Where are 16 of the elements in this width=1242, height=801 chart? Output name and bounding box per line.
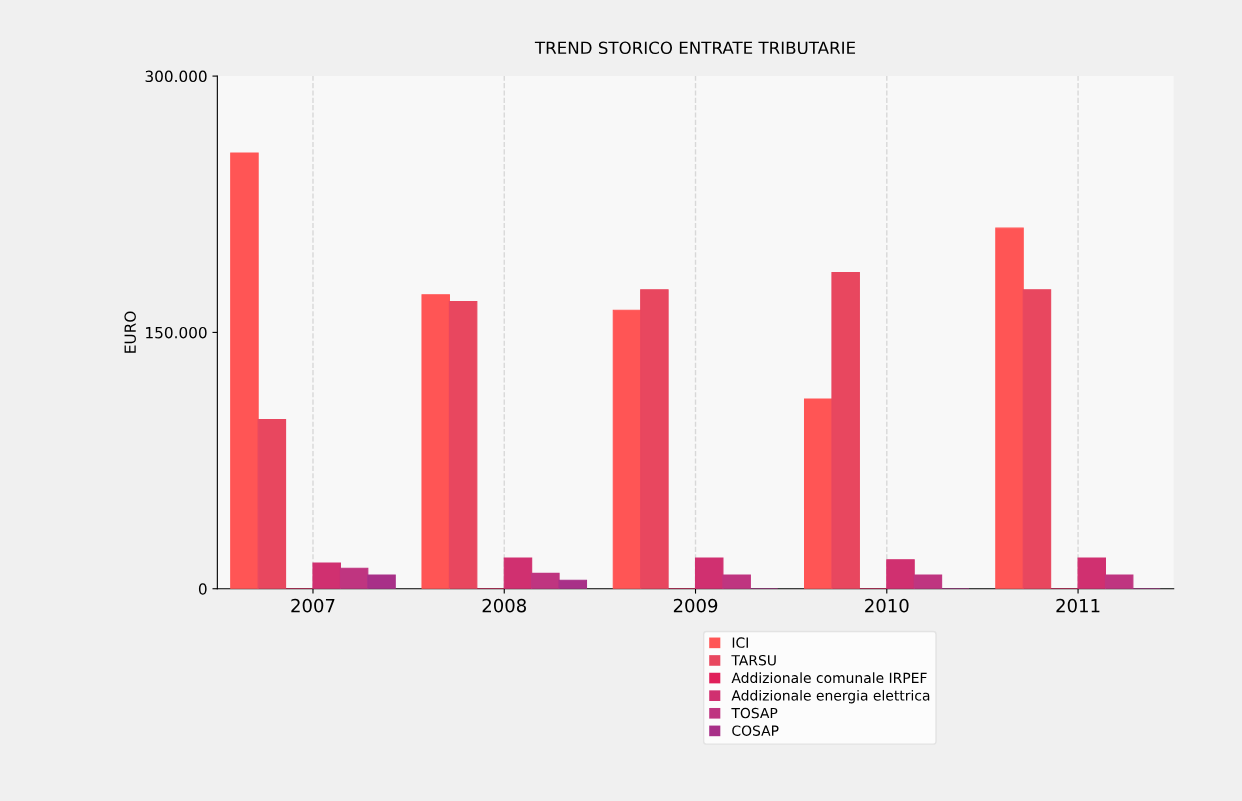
x-tick-label: 2008 — [482, 598, 526, 613]
legend-label: TARSU — [731, 654, 776, 666]
y-tick-label: 150.000 — [146, 326, 207, 339]
chart-title: TREND STORICO ENTRATE TRIBUTARIE — [534, 41, 856, 55]
x-tick-label: 2011 — [1056, 598, 1100, 613]
y-tick-label: 0 — [198, 583, 207, 595]
y-axis-title: EURO — [124, 311, 136, 353]
y-tick-label: 300.000 — [145, 70, 207, 83]
x-tick-label: 2010 — [865, 598, 909, 613]
x-tick-label: 2007 — [291, 598, 335, 613]
legend-label: ICI — [732, 637, 748, 648]
legend-label: Addizionale comunale IRPEF — [731, 672, 927, 684]
legend-label: Addizionale energia elettrica — [731, 689, 930, 704]
x-tick-label: 2009 — [673, 598, 718, 613]
legend-label: COSAP — [732, 725, 779, 736]
legend-label: TOSAP — [731, 707, 778, 719]
